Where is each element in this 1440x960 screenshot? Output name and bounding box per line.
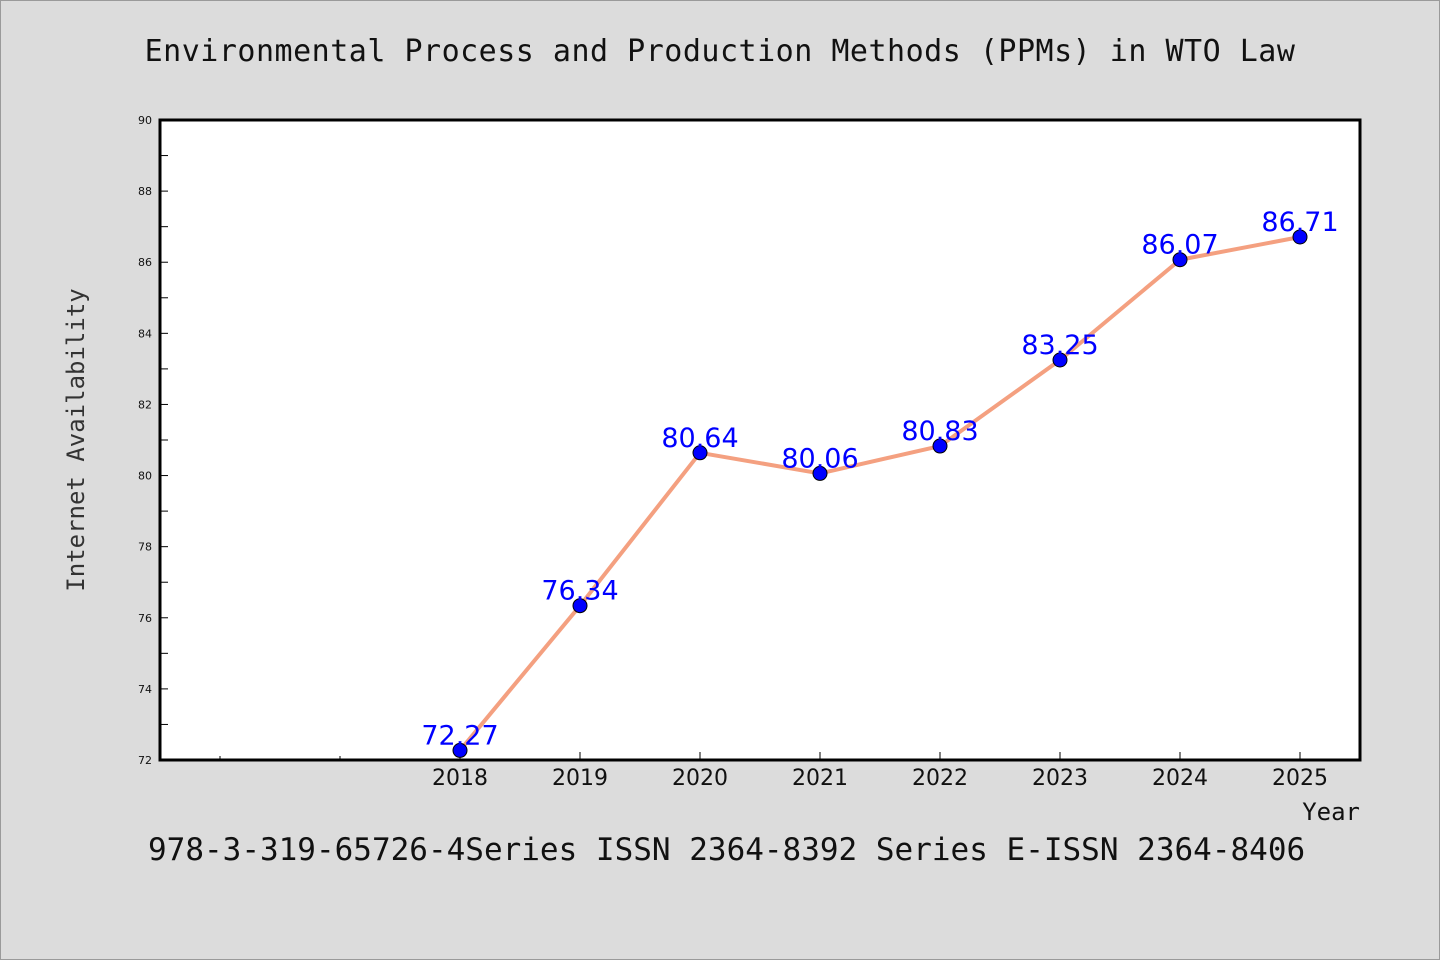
x-tick-label: 2022	[912, 766, 968, 791]
data-point	[1052, 352, 1068, 368]
y-axis-label: Internet Availability	[62, 288, 90, 591]
data-label: 80.06	[781, 443, 858, 474]
y-axis: 72 74 76 78 80 82 84 86 88 90	[138, 114, 168, 767]
y-tick-label: 88	[138, 185, 152, 198]
data-label: 72.27	[421, 720, 498, 751]
y-tick-label: 76	[138, 612, 152, 625]
x-tick-label: 2025	[1272, 766, 1328, 791]
x-tick-label: 2023	[1032, 766, 1088, 791]
data-point	[572, 598, 588, 614]
data-point	[1292, 229, 1308, 245]
x-tick-label: 2024	[1152, 766, 1208, 791]
data-label: 80.83	[901, 416, 978, 447]
data-label: 83.25	[1021, 330, 1098, 361]
data-point	[692, 445, 708, 461]
y-tick-label: 78	[138, 541, 152, 554]
plot-area	[158, 118, 1362, 762]
y-tick-label: 74	[138, 683, 152, 696]
data-label: 86.71	[1261, 207, 1338, 238]
series-group: 72.27 76.34 80.64 80.06 80.83 83.25 86.07 86.71	[421, 207, 1339, 758]
y-tick-label: 86	[138, 256, 152, 269]
data-label: 86.07	[1141, 230, 1218, 261]
x-tick-label: 2019	[552, 766, 608, 791]
x-tick-label: 2020	[672, 766, 728, 791]
data-point	[452, 742, 468, 758]
x-axis-label: Year	[1302, 798, 1360, 826]
data-label: 76.34	[541, 576, 618, 607]
y-tick-label: 84	[138, 327, 152, 340]
data-point	[1172, 252, 1188, 268]
series-line	[458, 235, 1301, 752]
footer-isbn-text: 978-3-319-65726-4Series ISSN 2364-8392 S…	[148, 832, 1306, 868]
y-tick-label: 72	[138, 754, 152, 767]
x-tick-label: 2018	[432, 766, 488, 791]
chart-title: Environmental Process and Production Met…	[144, 34, 1296, 69]
x-tick-label: 2021	[792, 766, 848, 791]
data-label: 80.64	[661, 423, 738, 454]
y-tick-label: 82	[138, 398, 152, 411]
data-point	[812, 465, 828, 481]
data-point	[932, 438, 948, 454]
y-tick-label: 90	[138, 114, 152, 127]
x-axis: 2018 2019 2020 2021 2022 2023 2024 2025	[219, 752, 1328, 791]
y-tick-label: 80	[138, 470, 152, 483]
